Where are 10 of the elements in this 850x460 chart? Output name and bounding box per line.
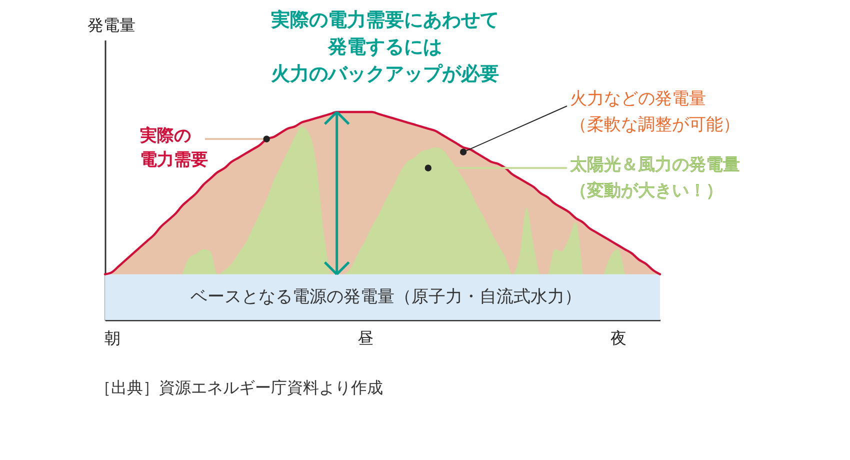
x-tick-label: 夜 bbox=[610, 328, 626, 348]
series-label: ベースとなる電源の発電量（原子力・自流式水力） bbox=[190, 287, 582, 308]
text: ［出典］資源エネルギー庁資料より作成 bbox=[95, 378, 383, 397]
y-axis-title: 発電量 bbox=[88, 16, 136, 34]
text: 実際の電力需要にあわせて発電するには火力のバックアップが必要 bbox=[270, 9, 499, 85]
x-tick-label: 昼 bbox=[357, 328, 374, 348]
legend-label: 実際の電力需要 bbox=[139, 126, 208, 170]
x-tick-label: 朝 bbox=[104, 328, 121, 348]
annotation: 火力などの発電量（柔軟な調整が可能） bbox=[570, 89, 740, 135]
series-label: 太陽光＆風力の発電量（変動が大きい！） bbox=[570, 155, 740, 201]
